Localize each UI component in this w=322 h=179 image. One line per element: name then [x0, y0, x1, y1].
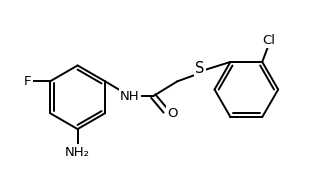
Text: F: F [24, 75, 32, 88]
Text: NH: NH [120, 90, 140, 103]
Text: NH₂: NH₂ [65, 146, 90, 159]
Text: S: S [195, 61, 204, 76]
Text: Cl: Cl [263, 34, 276, 47]
Text: O: O [167, 107, 177, 120]
